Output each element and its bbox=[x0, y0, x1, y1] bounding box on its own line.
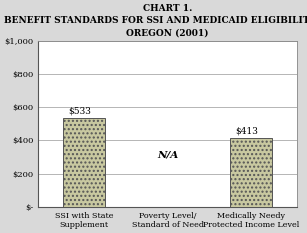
Text: $413: $413 bbox=[235, 126, 258, 135]
Bar bbox=[230, 138, 272, 207]
Text: $533: $533 bbox=[68, 106, 91, 115]
Text: N/A: N/A bbox=[157, 151, 178, 160]
Bar bbox=[63, 118, 105, 207]
Title: CHART 1.
BENEFIT STANDARDS FOR SSI AND MEDICAID ELIGIBILITY IN
OREGON (2001): CHART 1. BENEFIT STANDARDS FOR SSI AND M… bbox=[4, 4, 307, 38]
